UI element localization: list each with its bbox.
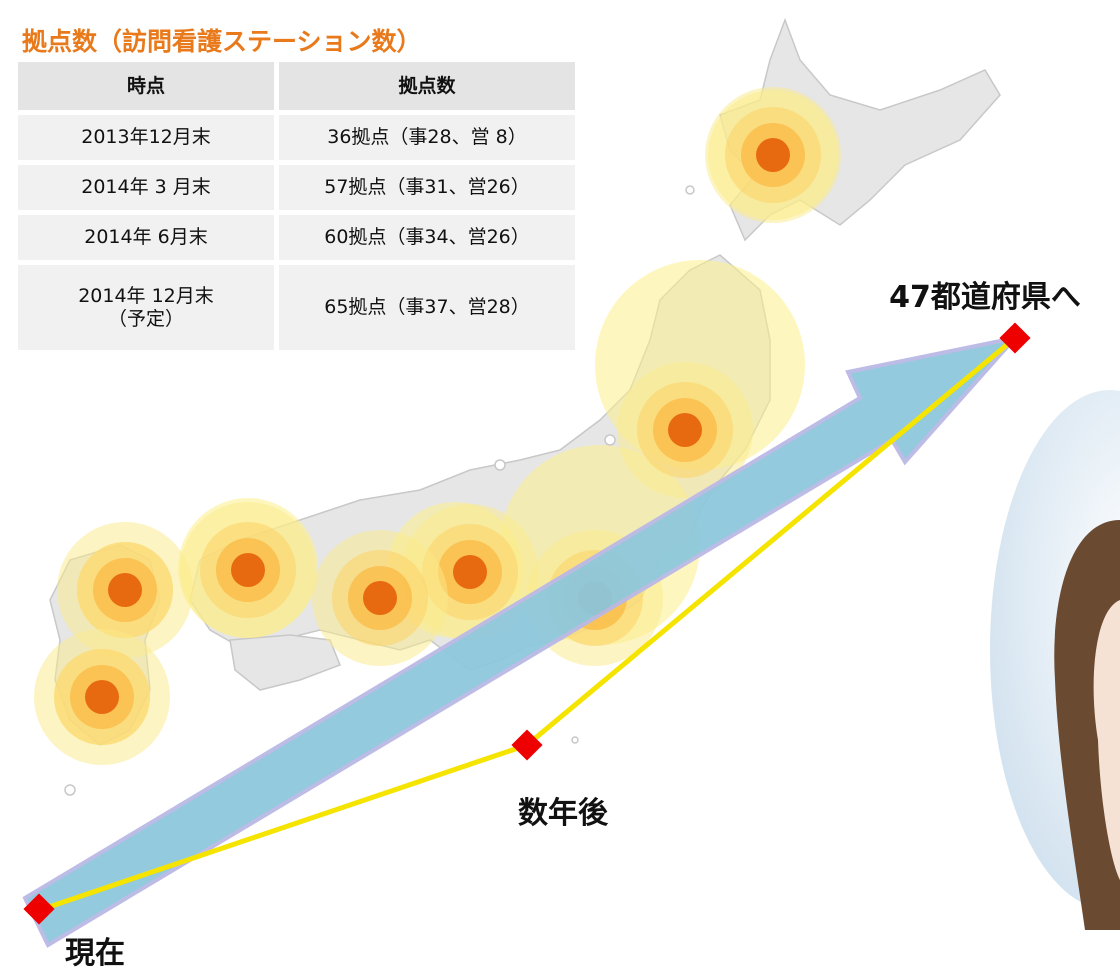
table-header: 拠点数 [279, 62, 575, 110]
table-cell: 65拠点（事37、営28） [279, 265, 575, 350]
label-goal: 47都道府県へ [889, 272, 1081, 316]
table-header: 時点 [18, 62, 274, 110]
table-cell: 57拠点（事31、営26） [279, 165, 575, 210]
hub-glow [363, 581, 397, 615]
hub-glow [668, 413, 702, 447]
table-cell: 2013年12月末 [18, 115, 274, 160]
hub-glow [108, 573, 142, 607]
hub-glow [756, 138, 790, 172]
table-cell: 36拠点（事28、営 8） [279, 115, 575, 160]
table-cell: 2014年 3 月末 [18, 165, 274, 210]
label-now: 現在 [65, 928, 125, 972]
table-title: 拠点数（訪問看護ステーション数） [22, 22, 422, 58]
growth-arrow [25, 338, 1015, 945]
hub-glow [453, 555, 487, 589]
hub-glow [231, 553, 265, 587]
table-cell: 2014年 12月末 （予定） [18, 265, 274, 350]
infographic: 拠点数（訪問看護ステーション数） 時点 拠点数 2013年12月末36拠点（事2… [0, 0, 1120, 972]
hub-glow [85, 680, 119, 714]
table-cell: 2014年 6月末 [18, 215, 274, 260]
table-cell: 60拠点（事34、営26） [279, 215, 575, 260]
label-later: 数年後 [518, 788, 608, 832]
